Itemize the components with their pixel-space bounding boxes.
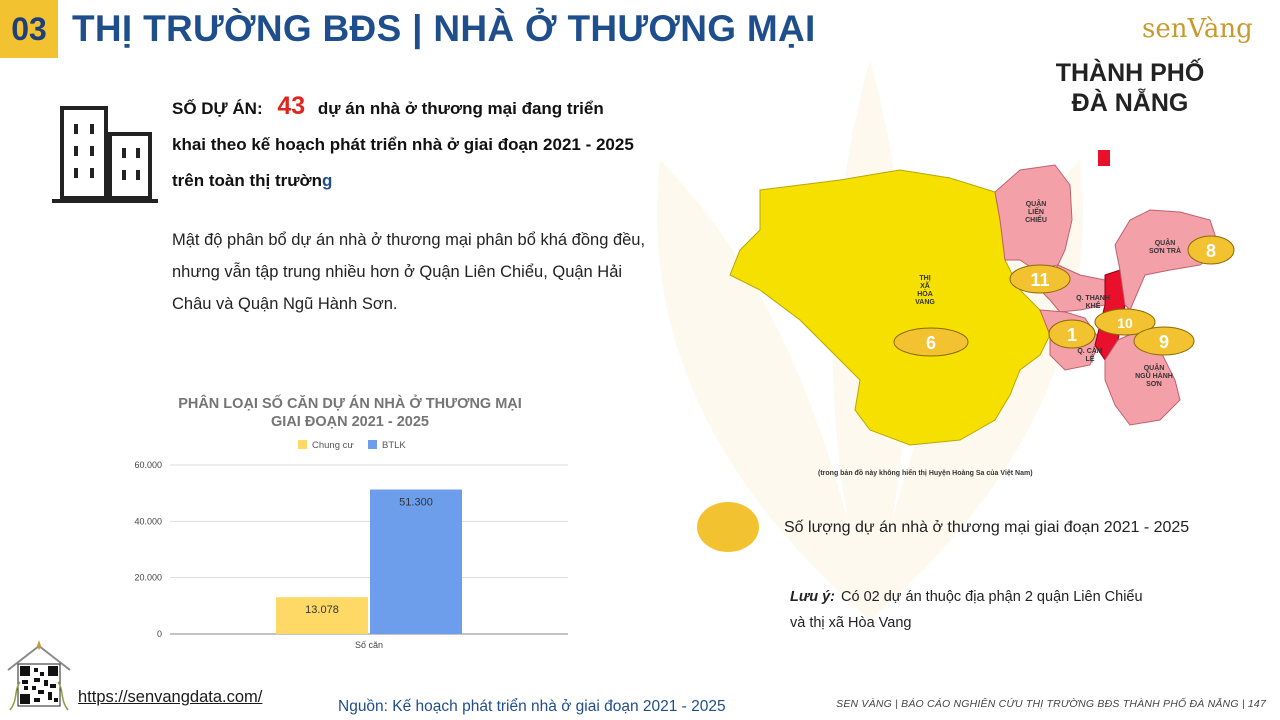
district-son-tra-shape xyxy=(1114,209,1221,311)
bar-0 xyxy=(276,597,368,634)
bubble-hai-chau xyxy=(1094,308,1156,336)
label-hoa-vang-3: HÒA xyxy=(917,289,933,298)
label-cam-le-2: LỆ xyxy=(1086,354,1095,363)
count-lien-chieu: 11 xyxy=(1030,270,1049,290)
count-cam-le: 1 xyxy=(1067,325,1077,345)
y-tick-label-3: 60.000 xyxy=(134,460,162,470)
project-count-statement: SỐ DỰ ÁN: 43 dự án nhà ở thương mại đang… xyxy=(172,88,712,199)
label-lien-chieu-2: LIÊN xyxy=(1028,207,1044,216)
legend-label-1: BTLK xyxy=(382,440,406,451)
da-nang-district-map: QUẬN LIÊN CHIỂU THỊ XÃ HÒA VANG QUẬN SƠN… xyxy=(729,150,1235,446)
legend-swatch-0 xyxy=(298,440,307,449)
source-citation: Nguồn: Kế hoạch phát triển nhà ở giai đo… xyxy=(338,698,726,715)
legend-label-0: Chung cư xyxy=(312,440,354,451)
note-box: Lưu ý: Có 02 dự án thuộc địa phận 2 quận … xyxy=(790,584,1220,636)
y-tick-label-1: 20.000 xyxy=(134,573,162,583)
label-lien-chieu: QUẬN xyxy=(1026,199,1047,208)
label-hoa-vang: THỊ xyxy=(919,275,930,282)
section-number-badge: 03 xyxy=(0,0,58,58)
label-thanh-khe: Q. THANH xyxy=(1076,295,1110,302)
hai-chau-north-marker xyxy=(1098,150,1110,166)
city-title-line2: ĐÀ NẴNG xyxy=(1071,89,1189,117)
bar-1 xyxy=(370,489,462,634)
bubble-hoa-vang xyxy=(893,327,969,357)
city-title-line1: THÀNH PHỐ xyxy=(1055,59,1205,87)
legend-text: Số lượng dự án nhà ở thương mại giai đoạ… xyxy=(784,519,1190,536)
project-count-text-1: dự án nhà ở thương mại đang triển xyxy=(317,99,604,118)
label-son-tra: QUẬN xyxy=(1155,238,1176,247)
label-cam-le: Q. CẨM xyxy=(1077,346,1102,355)
bar-value-label-1: 51.300 xyxy=(399,497,433,509)
label-hoa-vang-2: XÃ xyxy=(920,281,930,290)
brand-logo: senVàng xyxy=(1142,4,1272,48)
label-son-tra-2: SƠN TRÀ xyxy=(1149,246,1181,255)
label-ngu-hanh-son-3: SƠN xyxy=(1146,381,1162,388)
label-hoa-vang-4: VANG xyxy=(915,299,935,306)
count-son-tra: 8 xyxy=(1206,241,1216,261)
qr-code-icon xyxy=(7,640,71,711)
label-lien-chieu-3: CHIỂU xyxy=(1025,215,1047,224)
project-count-value: 43 xyxy=(277,92,306,120)
brand-text: senVàng xyxy=(1142,14,1253,44)
project-count-text-3-end: g xyxy=(322,171,333,190)
bar-value-label-0: 13.078 xyxy=(305,604,339,616)
project-count-text-2: khai theo kế hoạch phát triển nhà ở giai… xyxy=(172,135,634,154)
label-thanh-khe-2: KHÊ xyxy=(1086,301,1101,310)
label-ngu-hanh-son: QUẬN xyxy=(1144,363,1165,372)
map-footnote: (trong bản đồ này không hiển thị Huyện H… xyxy=(818,470,1033,477)
distribution-description: Mật độ phân bổ dự án nhà ở thương mại ph… xyxy=(172,231,646,313)
bubble-cam-le xyxy=(1048,319,1096,349)
city-title: THÀNH PHỐ ĐÀ NẴNG xyxy=(1040,58,1220,118)
chart-title-line1: PHÂN LOẠI SỐ CĂN DỰ ÁN NHÀ Ở THƯƠNG MẠI xyxy=(178,394,522,412)
label-ngu-hanh-son-2: NGŨ HÀNH xyxy=(1135,371,1173,380)
count-hai-chau: 10 xyxy=(1117,315,1133,331)
legend-bubble xyxy=(697,502,759,552)
unit-type-bar-chart: PHÂN LOẠI SỐ CĂN DỰ ÁN NHÀ Ở THƯƠNG MẠI … xyxy=(134,394,568,650)
bubble-lien-chieu xyxy=(1009,264,1071,294)
legend-swatch-1 xyxy=(368,440,377,449)
y-tick-label-0: 0 xyxy=(157,629,162,639)
page-title: THỊ TRƯỜNG BĐS | NHÀ Ở THƯƠNG MẠI xyxy=(72,8,816,49)
district-lien-chieu-shape xyxy=(994,164,1073,271)
bubble-son-tra xyxy=(1187,235,1235,265)
count-hoa-vang: 6 xyxy=(926,333,936,353)
y-tick-label-2: 40.000 xyxy=(134,516,162,526)
bubble-ngu-hanh-son xyxy=(1133,326,1195,356)
report-footer: SEN VÀNG | BÁO CÁO NGHIÊN CỨU THỊ TRƯỜNG… xyxy=(836,698,1266,710)
count-ngu-hanh-son: 9 xyxy=(1159,332,1169,352)
note-text-2: và thị xã Hòa Vang xyxy=(790,615,912,631)
project-count-label: SỐ DỰ ÁN: xyxy=(172,99,263,118)
note-label: Lưu ý: xyxy=(790,589,835,605)
website-link[interactable]: https://senvangdata.com/ xyxy=(78,688,263,706)
note-text-1: Có 02 dự án thuộc địa phận 2 quận Liên C… xyxy=(841,589,1143,605)
x-tick-label-0: Số căn xyxy=(355,640,383,650)
building-icon xyxy=(52,106,158,203)
chart-title-line2: GIAI ĐOẠN 2021 - 2025 xyxy=(271,414,429,430)
project-count-text-3: trên toàn thị trườn xyxy=(172,171,322,190)
